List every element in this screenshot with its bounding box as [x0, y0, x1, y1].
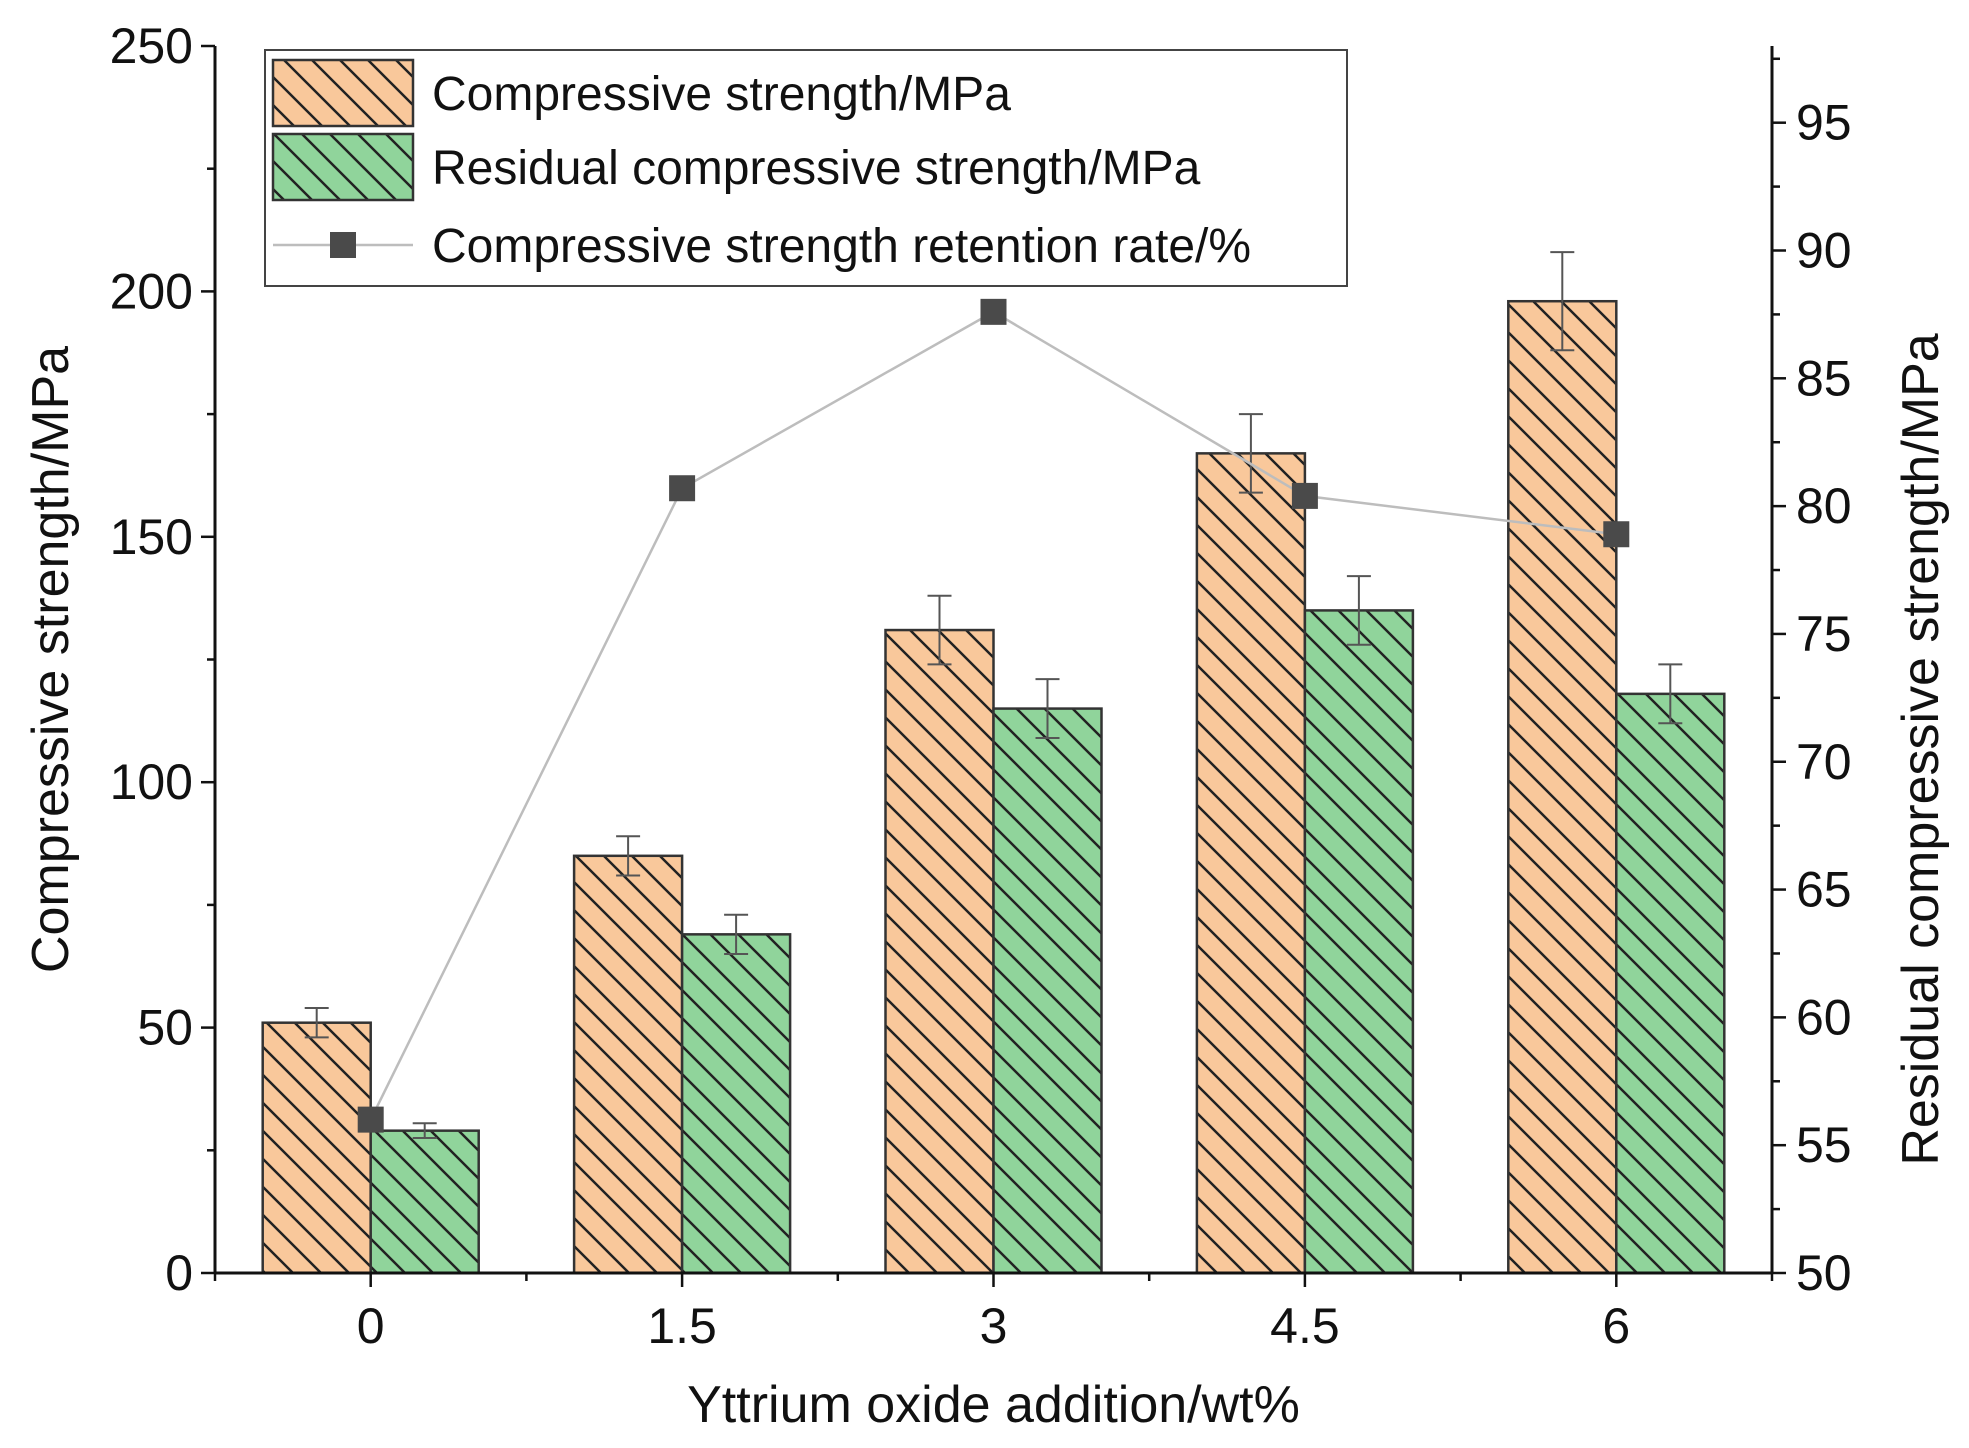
retention-point-0: [357, 1106, 384, 1133]
y-tick-label-left: 150: [110, 509, 193, 565]
x-tick-label: 4.5: [1270, 1298, 1340, 1354]
y-tick-label-right: 85: [1796, 350, 1852, 406]
y-tick-label-right: 80: [1796, 478, 1852, 534]
axes: 0 50 100 150 200 250 50 55 60 65 70 75 80 85 90 95 0 1.5 3…: [22, 18, 1950, 1434]
legend-box: [264, 49, 1348, 287]
x-tick-label: 3: [980, 1298, 1008, 1354]
y-tick-label-right: 55: [1796, 1117, 1852, 1173]
legend-label-1: Residual compressive strength/MPa: [432, 142, 1201, 195]
retention-point-4: [1603, 521, 1630, 548]
legend-label-2: Compressive strength retention rate/%: [432, 220, 1251, 273]
bar-hatch-1-1: [680, 933, 792, 1275]
legend-label-0: Compressive strength/MPa: [432, 68, 1011, 121]
legend: Compressive strength/MPa Residual compres…: [264, 49, 1348, 287]
bar-hatch-0-4: [1507, 299, 1618, 1275]
y-tick-label-left: 200: [110, 263, 193, 319]
x-tick-label: 0: [357, 1298, 385, 1354]
y-axis-title-left: Compressive strength/MPa: [22, 346, 80, 973]
y-tick-label-right: 50: [1796, 1245, 1852, 1301]
bar-hatch-1-2: [992, 707, 1103, 1275]
y-tick-label-left: 100: [110, 754, 193, 810]
bar-hatch-0-0: [261, 1021, 372, 1275]
bar-hatch-0-2: [884, 628, 995, 1275]
x-axis-title: Yttrium oxide addition/wt%: [687, 1376, 1300, 1434]
legend-swatch-hatch-1: [271, 132, 415, 202]
x-tick-label: 1.5: [647, 1298, 717, 1354]
y-tick-label-right: 65: [1796, 862, 1852, 918]
bar-hatch-1-4: [1615, 692, 1726, 1275]
bar-hatch-0-3: [1195, 452, 1307, 1275]
y-tick-label-left: 50: [137, 1000, 193, 1056]
y-tick-label-right: 70: [1796, 734, 1852, 790]
legend-marker-swatch: [330, 232, 356, 258]
retention-point-2: [980, 298, 1007, 325]
bar-hatch-1-0: [369, 1129, 480, 1275]
y-tick-label-left: 0: [165, 1245, 193, 1301]
retention-point-1: [669, 475, 696, 502]
bar-hatch-1-3: [1303, 609, 1415, 1275]
y-tick-label-right: 95: [1796, 95, 1852, 151]
y-tick-label-right: 90: [1796, 223, 1852, 279]
plot-area: [261, 251, 1726, 1275]
legend-swatch-hatch-0: [271, 58, 415, 128]
retention-point-3: [1291, 482, 1318, 509]
y-tick-label-right: 75: [1796, 606, 1852, 662]
bar-hatch-0-1: [572, 854, 684, 1275]
x-tick-label: 6: [1602, 1298, 1630, 1354]
y-tick-label-right: 60: [1796, 989, 1852, 1045]
y-axis-title-right: Residual compressive strength/MPa: [1892, 333, 1950, 1165]
y-tick-label-left: 250: [110, 18, 193, 74]
